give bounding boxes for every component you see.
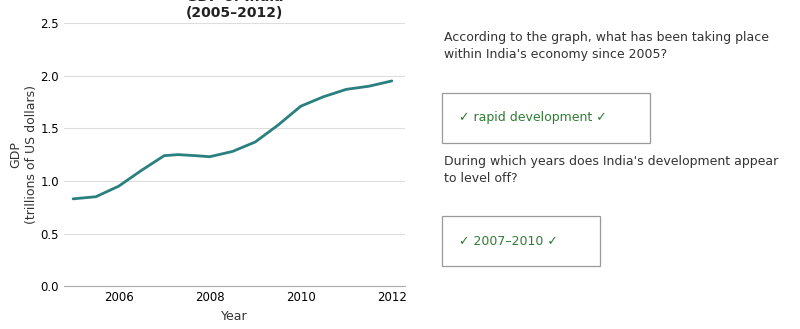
Text: During which years does India's development appear
to level off?: During which years does India's developm… bbox=[444, 155, 778, 185]
Y-axis label: GDP
(trillions of US dollars): GDP (trillions of US dollars) bbox=[10, 85, 38, 224]
Text: According to the graph, what has been taking place
within India's economy since : According to the graph, what has been ta… bbox=[444, 31, 770, 61]
Text: ✓ 2007–2010 ✓: ✓ 2007–2010 ✓ bbox=[458, 235, 558, 248]
X-axis label: Year: Year bbox=[222, 310, 248, 323]
Title: GDP of India
(2005–2012): GDP of India (2005–2012) bbox=[186, 0, 283, 20]
FancyBboxPatch shape bbox=[442, 93, 650, 143]
FancyBboxPatch shape bbox=[442, 216, 600, 266]
Text: ✓ rapid development ✓: ✓ rapid development ✓ bbox=[458, 111, 606, 124]
